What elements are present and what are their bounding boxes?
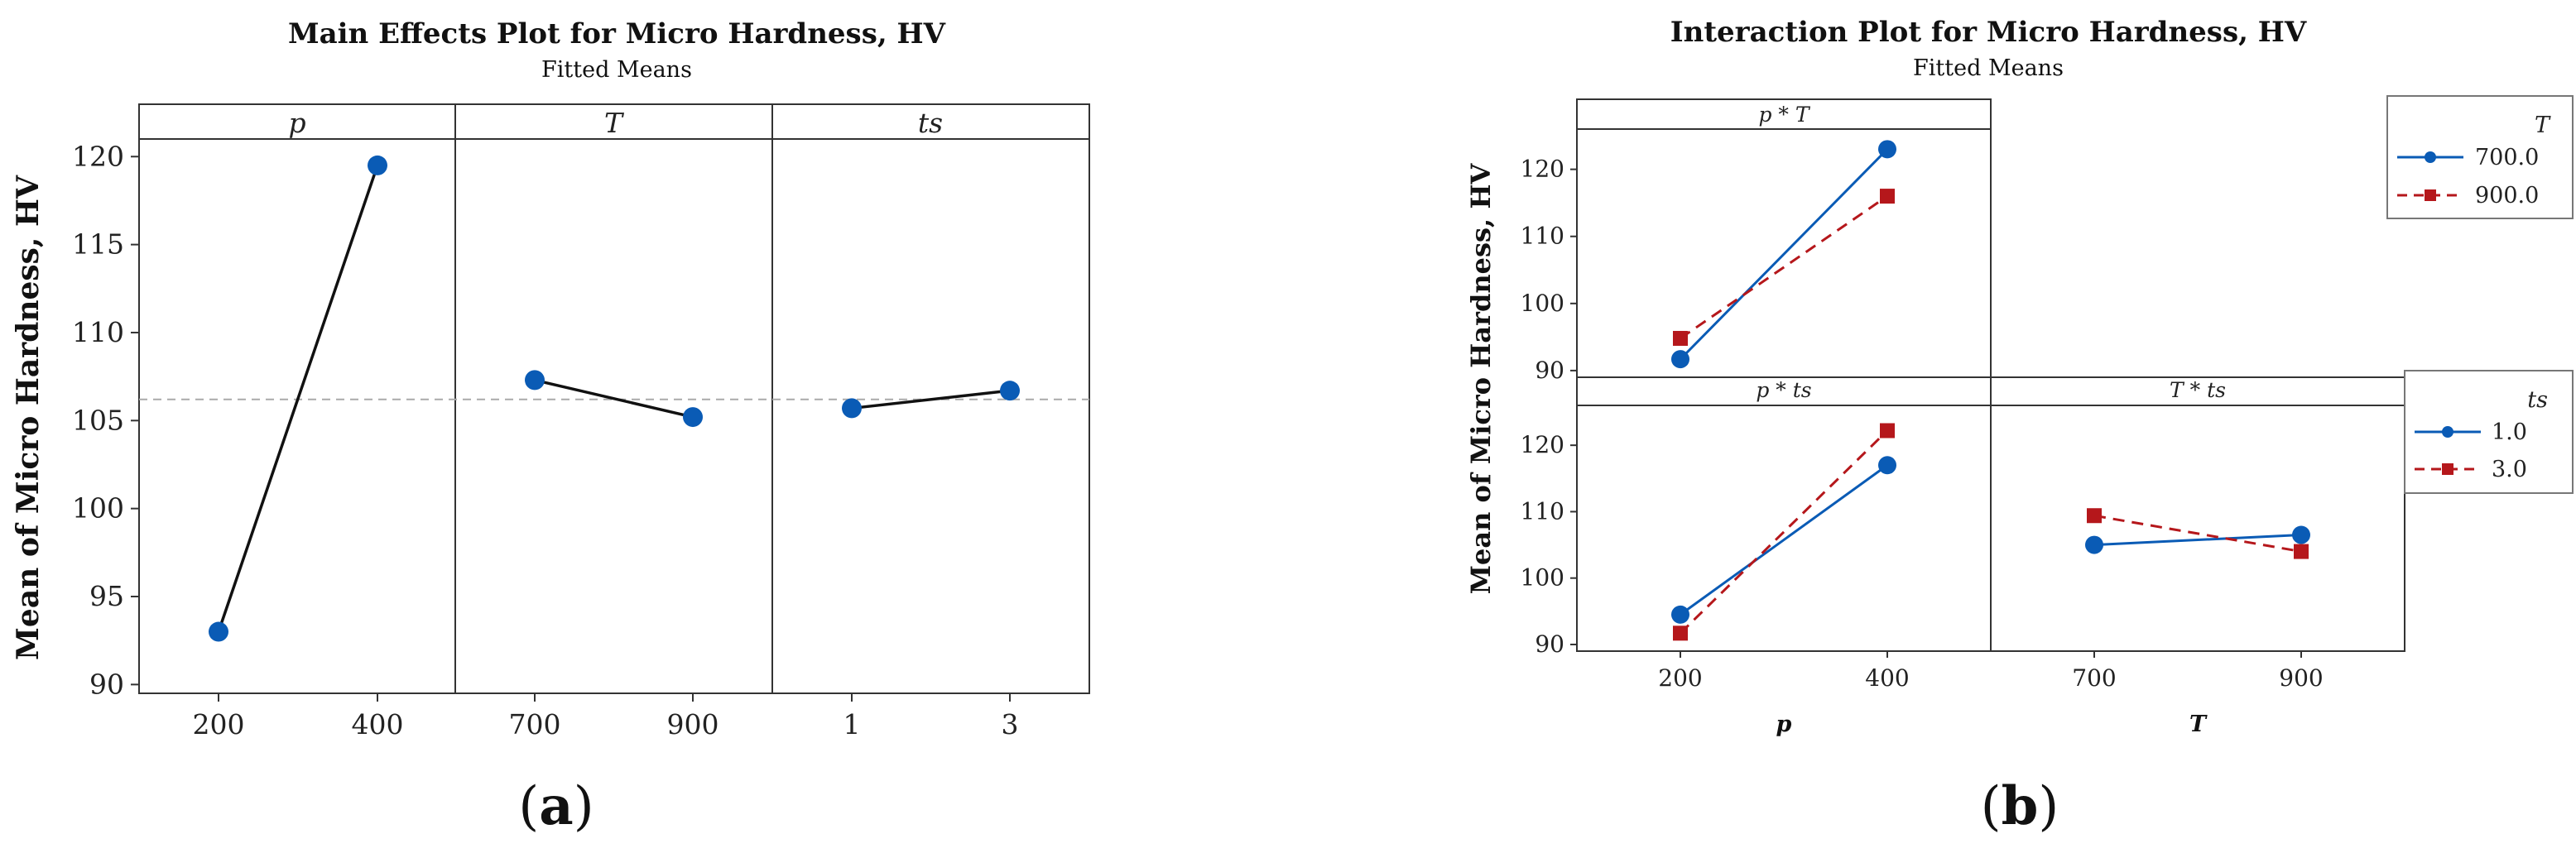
interaction-axes: 90 100 110 120 90 100 110 120 <box>1521 156 2302 658</box>
panel-label-b: (b) <box>1981 775 2059 837</box>
interaction-y-axis-label: Mean of Micro Hardness, HV <box>1465 162 1497 594</box>
y-tick-label: 100 <box>1521 564 1564 592</box>
series-point <box>2085 535 2103 554</box>
y-tick-label: 100 <box>72 492 124 525</box>
series-point <box>1880 423 1895 438</box>
panel-label-a: (a) <box>518 775 594 837</box>
series-point <box>2087 508 2102 524</box>
x-tick-label: 200 <box>193 708 245 740</box>
y-tick-label: 100 <box>1521 290 1564 317</box>
y-tick-label: 90 <box>89 668 124 700</box>
legend-T: T 700.0 900.0 <box>2386 95 2574 219</box>
y-tick-label: 95 <box>89 580 124 612</box>
x-tick-label: 400 <box>1865 664 1909 692</box>
legend-entry-label: 900.0 <box>2475 183 2539 208</box>
factor-strip-T: T <box>604 107 625 139</box>
interaction-subtitle: Fitted Means <box>1913 55 2064 81</box>
series-point <box>2292 525 2310 544</box>
strip-label-pT: p * T <box>1758 103 1810 127</box>
main-effects-marks <box>209 155 1020 642</box>
series-point <box>1671 605 1689 624</box>
legend-entry-label: 700.0 <box>2475 145 2539 170</box>
legend-T-title: T <box>2535 113 2551 138</box>
effect-point-ts <box>842 398 862 419</box>
y-tick-label: 120 <box>1521 431 1564 458</box>
series-line <box>2093 514 2302 553</box>
legend-marker <box>2442 463 2453 475</box>
factor-strip-p: p <box>288 107 305 139</box>
main-effects-subtitle: Fitted Means <box>541 57 692 83</box>
y-tick-label: 120 <box>1521 156 1564 183</box>
legend-entry-label: 1.0 <box>2492 419 2527 445</box>
y-tick-label: 120 <box>72 140 124 172</box>
interaction-chart: Interaction Plot for Micro Hardness, HV … <box>1465 16 2574 837</box>
y-tick-label: 115 <box>72 228 124 261</box>
x-axis-label-T: T <box>2189 712 2208 737</box>
legend-marker <box>2425 151 2436 163</box>
interaction-cell-frame-pT <box>1576 98 1992 378</box>
effect-point-T <box>683 407 703 428</box>
effect-line-ts <box>851 389 1011 410</box>
series-point <box>1673 625 1688 641</box>
effect-point-p <box>209 621 228 642</box>
y-tick-label: 90 <box>1535 357 1564 384</box>
y-tick-label: 110 <box>1521 223 1564 250</box>
x-axis-label-p: p <box>1776 712 1792 737</box>
series-line <box>1680 194 1888 340</box>
strip-label-pts: p * ts <box>1756 378 1811 402</box>
x-tick-label: 200 <box>1658 664 1702 692</box>
series-point <box>1880 189 1895 204</box>
series-line <box>1679 148 1889 361</box>
series-line <box>1679 429 1889 635</box>
series-point <box>2294 544 2309 559</box>
effect-point-ts <box>1000 381 1020 401</box>
series-point <box>1878 456 1896 475</box>
x-tick-label: 1 <box>843 708 861 740</box>
series-line <box>2093 534 2302 547</box>
x-tick-label: 3 <box>1002 708 1019 740</box>
interaction-marks <box>1671 140 2310 641</box>
main-effects-chart: Main Effects Plot for Micro Hardness, HV… <box>11 17 1090 837</box>
main-effects-y-axis: 90 95 100 105 110 115 120 <box>72 140 1011 702</box>
series-line <box>1680 464 1888 616</box>
effect-point-T <box>525 370 545 391</box>
main-effects-title: Main Effects Plot for Micro Hardness, HV <box>288 17 946 50</box>
panel-letter-a: a <box>539 775 573 837</box>
x-tick-label: 700 <box>2072 664 2116 692</box>
panel-letter-b: b <box>2002 775 2039 837</box>
series-point <box>1878 140 1896 159</box>
series-point <box>1671 350 1689 369</box>
main-effects-y-axis-label: Mean of Micro Hardness, HV <box>11 175 46 660</box>
effect-point-p <box>368 155 387 175</box>
legend-marker <box>2425 189 2436 201</box>
series-point <box>1673 330 1688 346</box>
y-tick-label: 110 <box>72 316 124 348</box>
legend-ts-title: ts <box>2527 387 2548 413</box>
x-tick-label: 900 <box>2279 664 2323 692</box>
legend-entry-label: 3.0 <box>2492 457 2527 482</box>
x-tick-label: 400 <box>352 708 404 740</box>
y-tick-label: 90 <box>1535 630 1564 658</box>
legend-ts: ts 1.0 3.0 <box>2404 370 2574 494</box>
effect-line-T <box>534 378 694 419</box>
y-tick-label: 105 <box>72 404 124 436</box>
legend-marker <box>2442 426 2453 438</box>
y-tick-label: 110 <box>1521 497 1564 525</box>
strip-label-Tts: T * ts <box>2170 378 2226 402</box>
effect-line-p <box>217 165 379 633</box>
x-tick-label: 700 <box>509 708 561 740</box>
factor-strip-ts: ts <box>918 107 943 139</box>
interaction-title: Interaction Plot for Micro Hardness, HV <box>1670 16 2307 49</box>
x-tick-label: 900 <box>667 708 719 740</box>
